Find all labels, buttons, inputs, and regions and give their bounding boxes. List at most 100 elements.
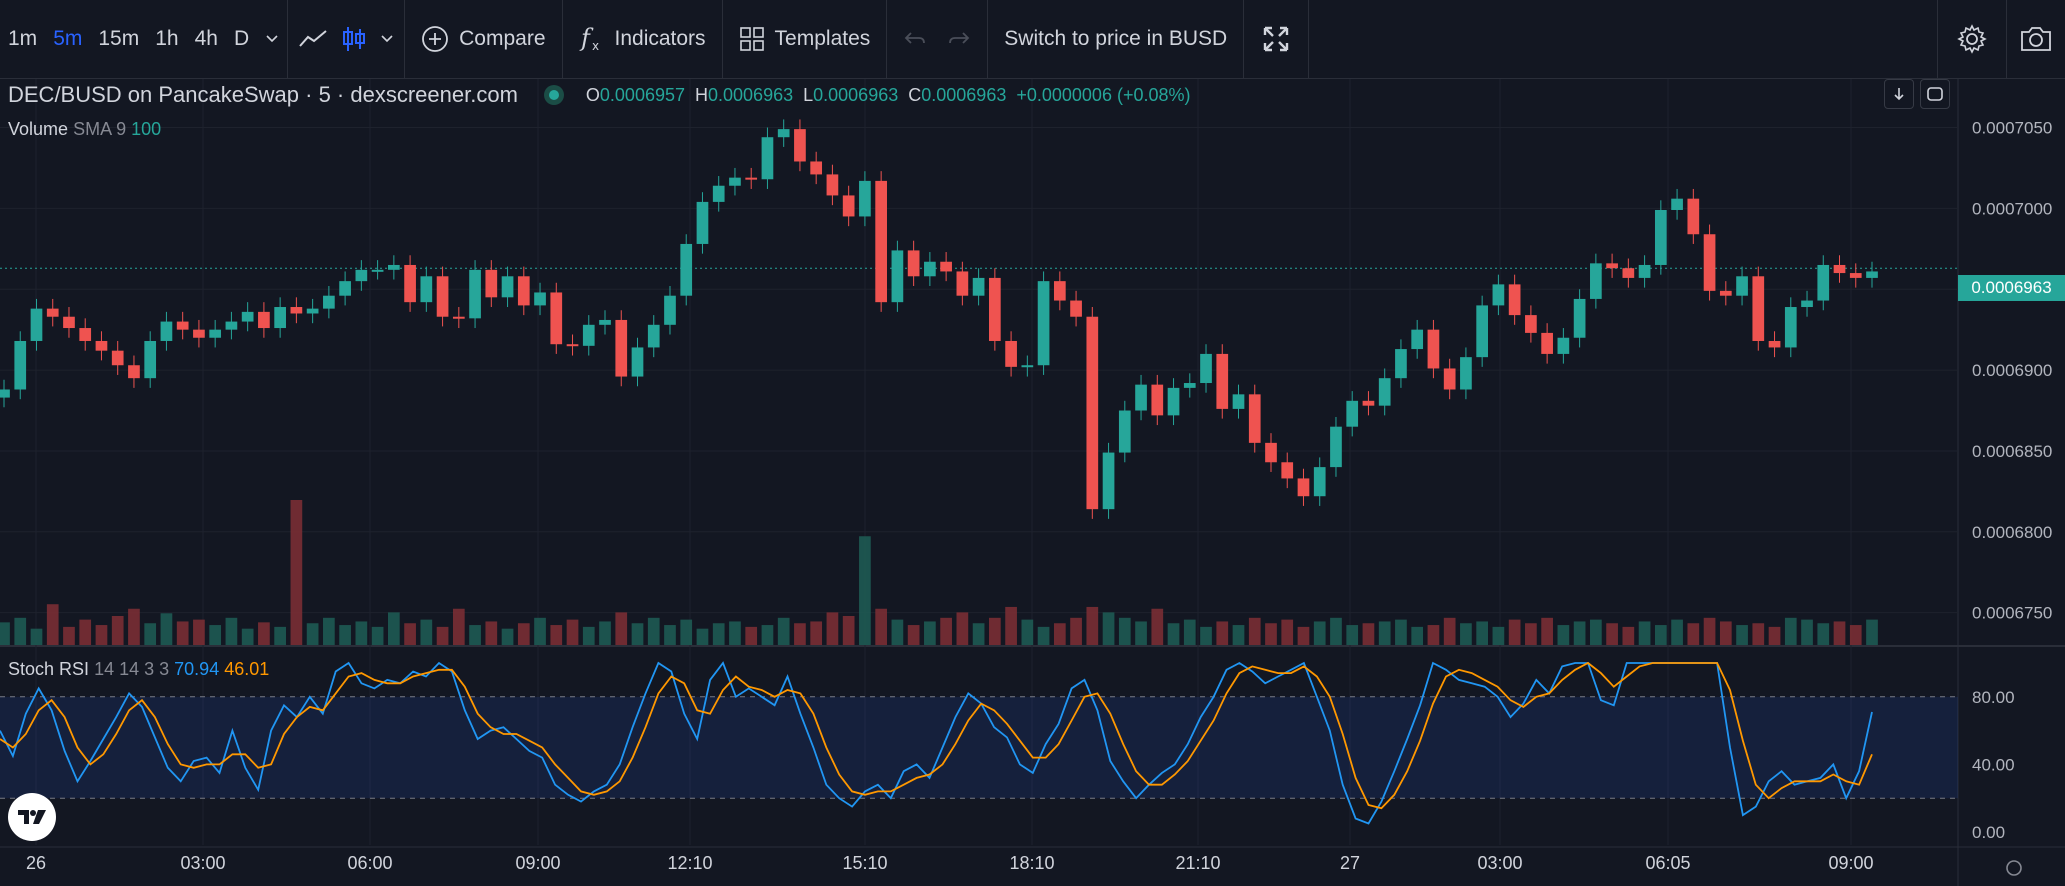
candle[interactable] [241,311,254,322]
interval-15m[interactable]: 15m [98,27,140,50]
interval-1m[interactable]: 1m [8,27,38,50]
candle[interactable] [1443,368,1456,390]
candle[interactable] [387,264,400,270]
candle[interactable] [1248,394,1261,443]
candle[interactable] [1622,268,1635,278]
candle[interactable] [0,389,10,398]
candle[interactable] [924,261,936,277]
candle[interactable] [859,180,871,217]
interval-D[interactable]: D [233,27,250,50]
candle[interactable] [46,308,59,317]
candle[interactable] [647,324,660,348]
tradingview-logo-icon[interactable] [8,793,56,841]
candle[interactable] [1476,305,1489,358]
candle[interactable] [14,340,27,390]
candle[interactable] [258,311,270,329]
candle[interactable] [1118,410,1131,453]
candle[interactable] [452,316,465,319]
candle[interactable] [306,308,319,314]
candle[interactable] [1508,284,1521,316]
candle[interactable] [1346,400,1359,427]
candle[interactable] [664,295,676,325]
gear-icon[interactable] [1956,23,1988,55]
candle[interactable] [128,365,140,379]
fullscreen-icon[interactable] [1262,25,1290,53]
candle[interactable] [290,307,303,314]
candle[interactable] [1005,340,1017,367]
candle[interactable] [810,161,823,175]
candle[interactable] [842,195,855,217]
candle[interactable] [1719,290,1732,296]
candle[interactable] [761,137,774,180]
candle[interactable] [501,276,514,298]
candle[interactable] [696,201,709,244]
candle[interactable] [1590,263,1602,299]
candle[interactable] [371,269,384,272]
candle[interactable] [956,271,969,296]
candle[interactable] [209,329,222,338]
candle[interactable] [1866,271,1878,278]
candle[interactable] [582,324,595,346]
candle[interactable] [436,276,449,317]
candle[interactable] [193,329,205,338]
candle[interactable] [989,277,1001,341]
candle[interactable] [566,344,579,347]
line-chart-icon[interactable] [298,28,328,50]
candle[interactable] [1752,276,1765,341]
stoch-label[interactable]: Stoch RSI [8,659,90,679]
candle[interactable] [1687,198,1700,235]
candle[interactable] [1362,400,1375,406]
interval-dropdown-icon[interactable] [257,34,287,44]
interval-5m[interactable]: 5m [53,27,83,50]
candle[interactable] [1021,365,1034,368]
volume-label[interactable]: Volume [8,119,69,139]
candle[interactable] [1849,273,1862,278]
candle[interactable] [1265,442,1277,463]
candle[interactable] [1167,387,1180,416]
candle[interactable] [1703,234,1716,291]
interval-1h[interactable]: 1h [155,27,179,50]
candle[interactable] [1086,316,1099,510]
candle[interactable] [79,328,92,341]
candle[interactable] [826,174,839,196]
candle[interactable] [30,308,43,341]
candle[interactable] [972,277,985,296]
candle[interactable] [323,295,335,309]
candle[interactable] [1395,349,1407,379]
scroll-down-button[interactable] [1884,79,1914,109]
candle[interactable] [615,319,628,377]
candle[interactable] [1053,281,1066,301]
candle[interactable] [176,321,189,330]
candle[interactable] [794,129,806,162]
candle[interactable] [1102,452,1115,510]
maximize-pane-button[interactable] [1920,79,1950,109]
candle[interactable] [550,292,563,345]
candle[interactable] [599,319,611,325]
candle[interactable] [1671,198,1683,210]
time-axis-settings-icon[interactable] [2006,860,2022,876]
candle[interactable] [225,321,238,330]
candle[interactable] [729,177,741,186]
candle[interactable] [1801,300,1813,308]
candle[interactable] [1654,209,1667,265]
chart-canvas[interactable]: 0.00070500.00070000.00069500.00069000.00… [0,79,2065,886]
candle[interactable] [1817,264,1830,301]
candle[interactable] [1200,353,1212,384]
candle[interactable] [160,321,173,341]
candle[interactable] [631,347,644,377]
candle[interactable] [420,276,433,303]
candle[interactable] [1411,329,1424,350]
candle[interactable] [1492,284,1505,306]
compare-button[interactable]: Compare [405,25,561,53]
candle[interactable] [404,264,416,303]
candle[interactable] [1330,426,1342,468]
candle[interactable] [1541,332,1553,354]
candle[interactable] [355,269,368,282]
undo-icon[interactable] [903,29,927,49]
switch-price-button[interactable]: Switch to price in BUSD [988,27,1243,51]
candle[interactable] [680,243,693,296]
candle[interactable] [469,269,481,319]
candle[interactable] [144,340,157,379]
candle[interactable] [1573,298,1586,338]
